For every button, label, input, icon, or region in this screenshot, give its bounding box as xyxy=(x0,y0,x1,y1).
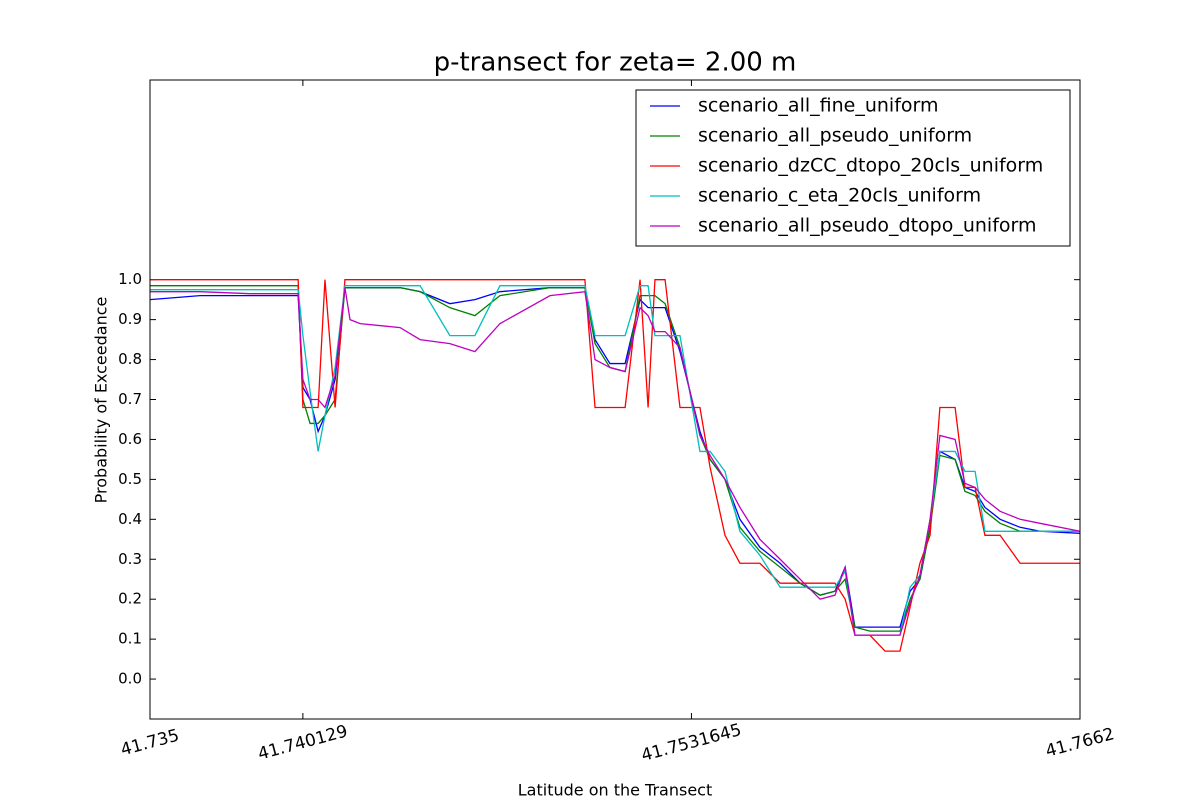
legend-label: scenario_all_fine_uniform xyxy=(698,95,939,117)
x-axis-label: Latitude on the Transect xyxy=(518,781,713,800)
y-tick-label: 0.8 xyxy=(118,350,142,368)
legend-box xyxy=(635,89,1071,247)
y-tick-label: 0.0 xyxy=(118,670,142,688)
chart-title: p-transect for zeta= 2.00 m xyxy=(434,48,797,78)
y-tick-label: 0.4 xyxy=(118,510,142,528)
y-tick-label: 0.5 xyxy=(118,470,142,488)
plot-frame xyxy=(149,79,1081,720)
y-axis-label: Probability of Exceedance xyxy=(92,297,111,504)
y-tick-label: 0.2 xyxy=(118,590,142,608)
y-tick-label: 0.1 xyxy=(118,630,142,648)
legend-label: scenario_all_pseudo_uniform xyxy=(698,125,972,147)
legend-label: scenario_dzCC_dtopo_20cls_uniform xyxy=(698,155,1043,177)
y-tick-label: 1.0 xyxy=(118,270,142,288)
legend: scenario_all_fine_uniform scenario_all_ps… xyxy=(635,89,1071,247)
y-tick-label: 0.7 xyxy=(118,390,142,408)
series-line xyxy=(150,287,1081,636)
legend-label: scenario_c_eta_20cls_uniform xyxy=(698,185,981,207)
y-tick-label: 0.6 xyxy=(118,430,142,448)
y-tick-label: 0.9 xyxy=(118,310,142,328)
legend-label: scenario_all_pseudo_dtopo_uniform xyxy=(698,215,1037,237)
y-tick-label: 0.3 xyxy=(118,550,142,568)
